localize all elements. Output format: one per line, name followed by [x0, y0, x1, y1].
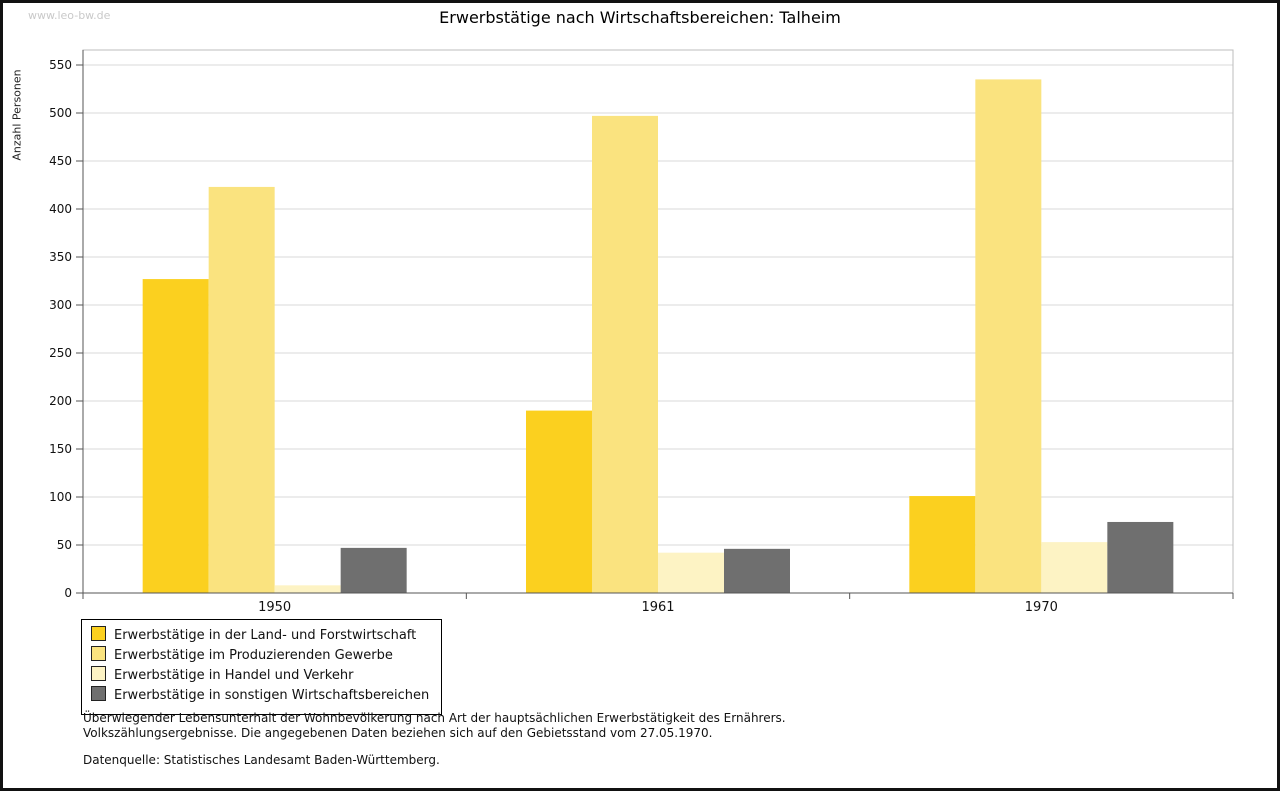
y-tick-label: 50	[57, 538, 72, 552]
bar	[274, 585, 341, 593]
bar	[142, 279, 209, 593]
page-title: Erwerbstätige nach Wirtschaftsbereichen:…	[439, 8, 841, 27]
y-tick-label: 300	[49, 298, 72, 312]
footnote-line-2: Volkszählungsergebnisse. Die angegebenen…	[83, 726, 713, 740]
legend-label: Erwerbstätige in sonstigen Wirtschaftsbe…	[114, 688, 430, 703]
legend-swatch-icon	[91, 646, 106, 661]
legend-label: Erwerbstätige in der Land- und Forstwirt…	[114, 628, 417, 643]
legend-label: Erwerbstätige im Produzierenden Gewerbe	[114, 648, 393, 663]
bar	[592, 115, 658, 593]
x-tick-label: 1950	[258, 600, 291, 615]
legend-item: Erwerbstätige in der Land- und Forstwirt…	[91, 626, 429, 646]
y-tick-label: 350	[49, 250, 72, 264]
legend-swatch-icon	[91, 626, 106, 641]
bar	[658, 552, 724, 593]
footnote-line-1: Überwiegender Lebensunterhalt der Wohnbe…	[83, 711, 786, 725]
x-tick-label: 1961	[641, 600, 674, 615]
watermark: www.leo-bw.de	[28, 9, 111, 22]
legend-swatch-icon	[91, 686, 106, 701]
legend-swatch-icon	[91, 666, 106, 681]
y-tick-label: 400	[49, 202, 72, 216]
legend-label: Erwerbstätige in Handel und Verkehr	[114, 668, 354, 683]
bar	[909, 496, 976, 593]
bar	[975, 79, 1042, 593]
legend-item: Erwerbstätige im Produzierenden Gewerbe	[91, 646, 429, 666]
legend-item: Erwerbstätige in Handel und Verkehr	[91, 666, 429, 686]
y-tick-label: 250	[49, 346, 72, 360]
y-tick-label: 150	[49, 442, 72, 456]
bar	[526, 410, 592, 593]
y-tick-label: 550	[49, 58, 72, 72]
y-tick-label: 450	[49, 154, 72, 168]
legend-item: Erwerbstätige in sonstigen Wirtschaftsbe…	[91, 686, 429, 706]
source-line: Datenquelle: Statistisches Landesamt Bad…	[83, 753, 440, 767]
y-tick-label: 0	[64, 586, 72, 600]
legend-box: Erwerbstätige in der Land- und Forstwirt…	[81, 619, 443, 715]
y-tick-label: 500	[49, 106, 72, 120]
bar	[1107, 521, 1174, 593]
chart-area: 1950 1961 1970 0 50 100 150 200 250 300 350 400 450 5…	[49, 49, 1234, 615]
bar	[340, 547, 407, 593]
footnotes: Überwiegender Lebensunterhalt der Wohnbe…	[83, 711, 786, 768]
y-tick-label: 200	[49, 394, 72, 408]
bar	[724, 548, 790, 593]
bar	[208, 186, 275, 594]
x-tick-label: 1970	[1025, 600, 1058, 615]
bar	[1041, 542, 1108, 593]
y-tick-label: 100	[49, 490, 72, 504]
